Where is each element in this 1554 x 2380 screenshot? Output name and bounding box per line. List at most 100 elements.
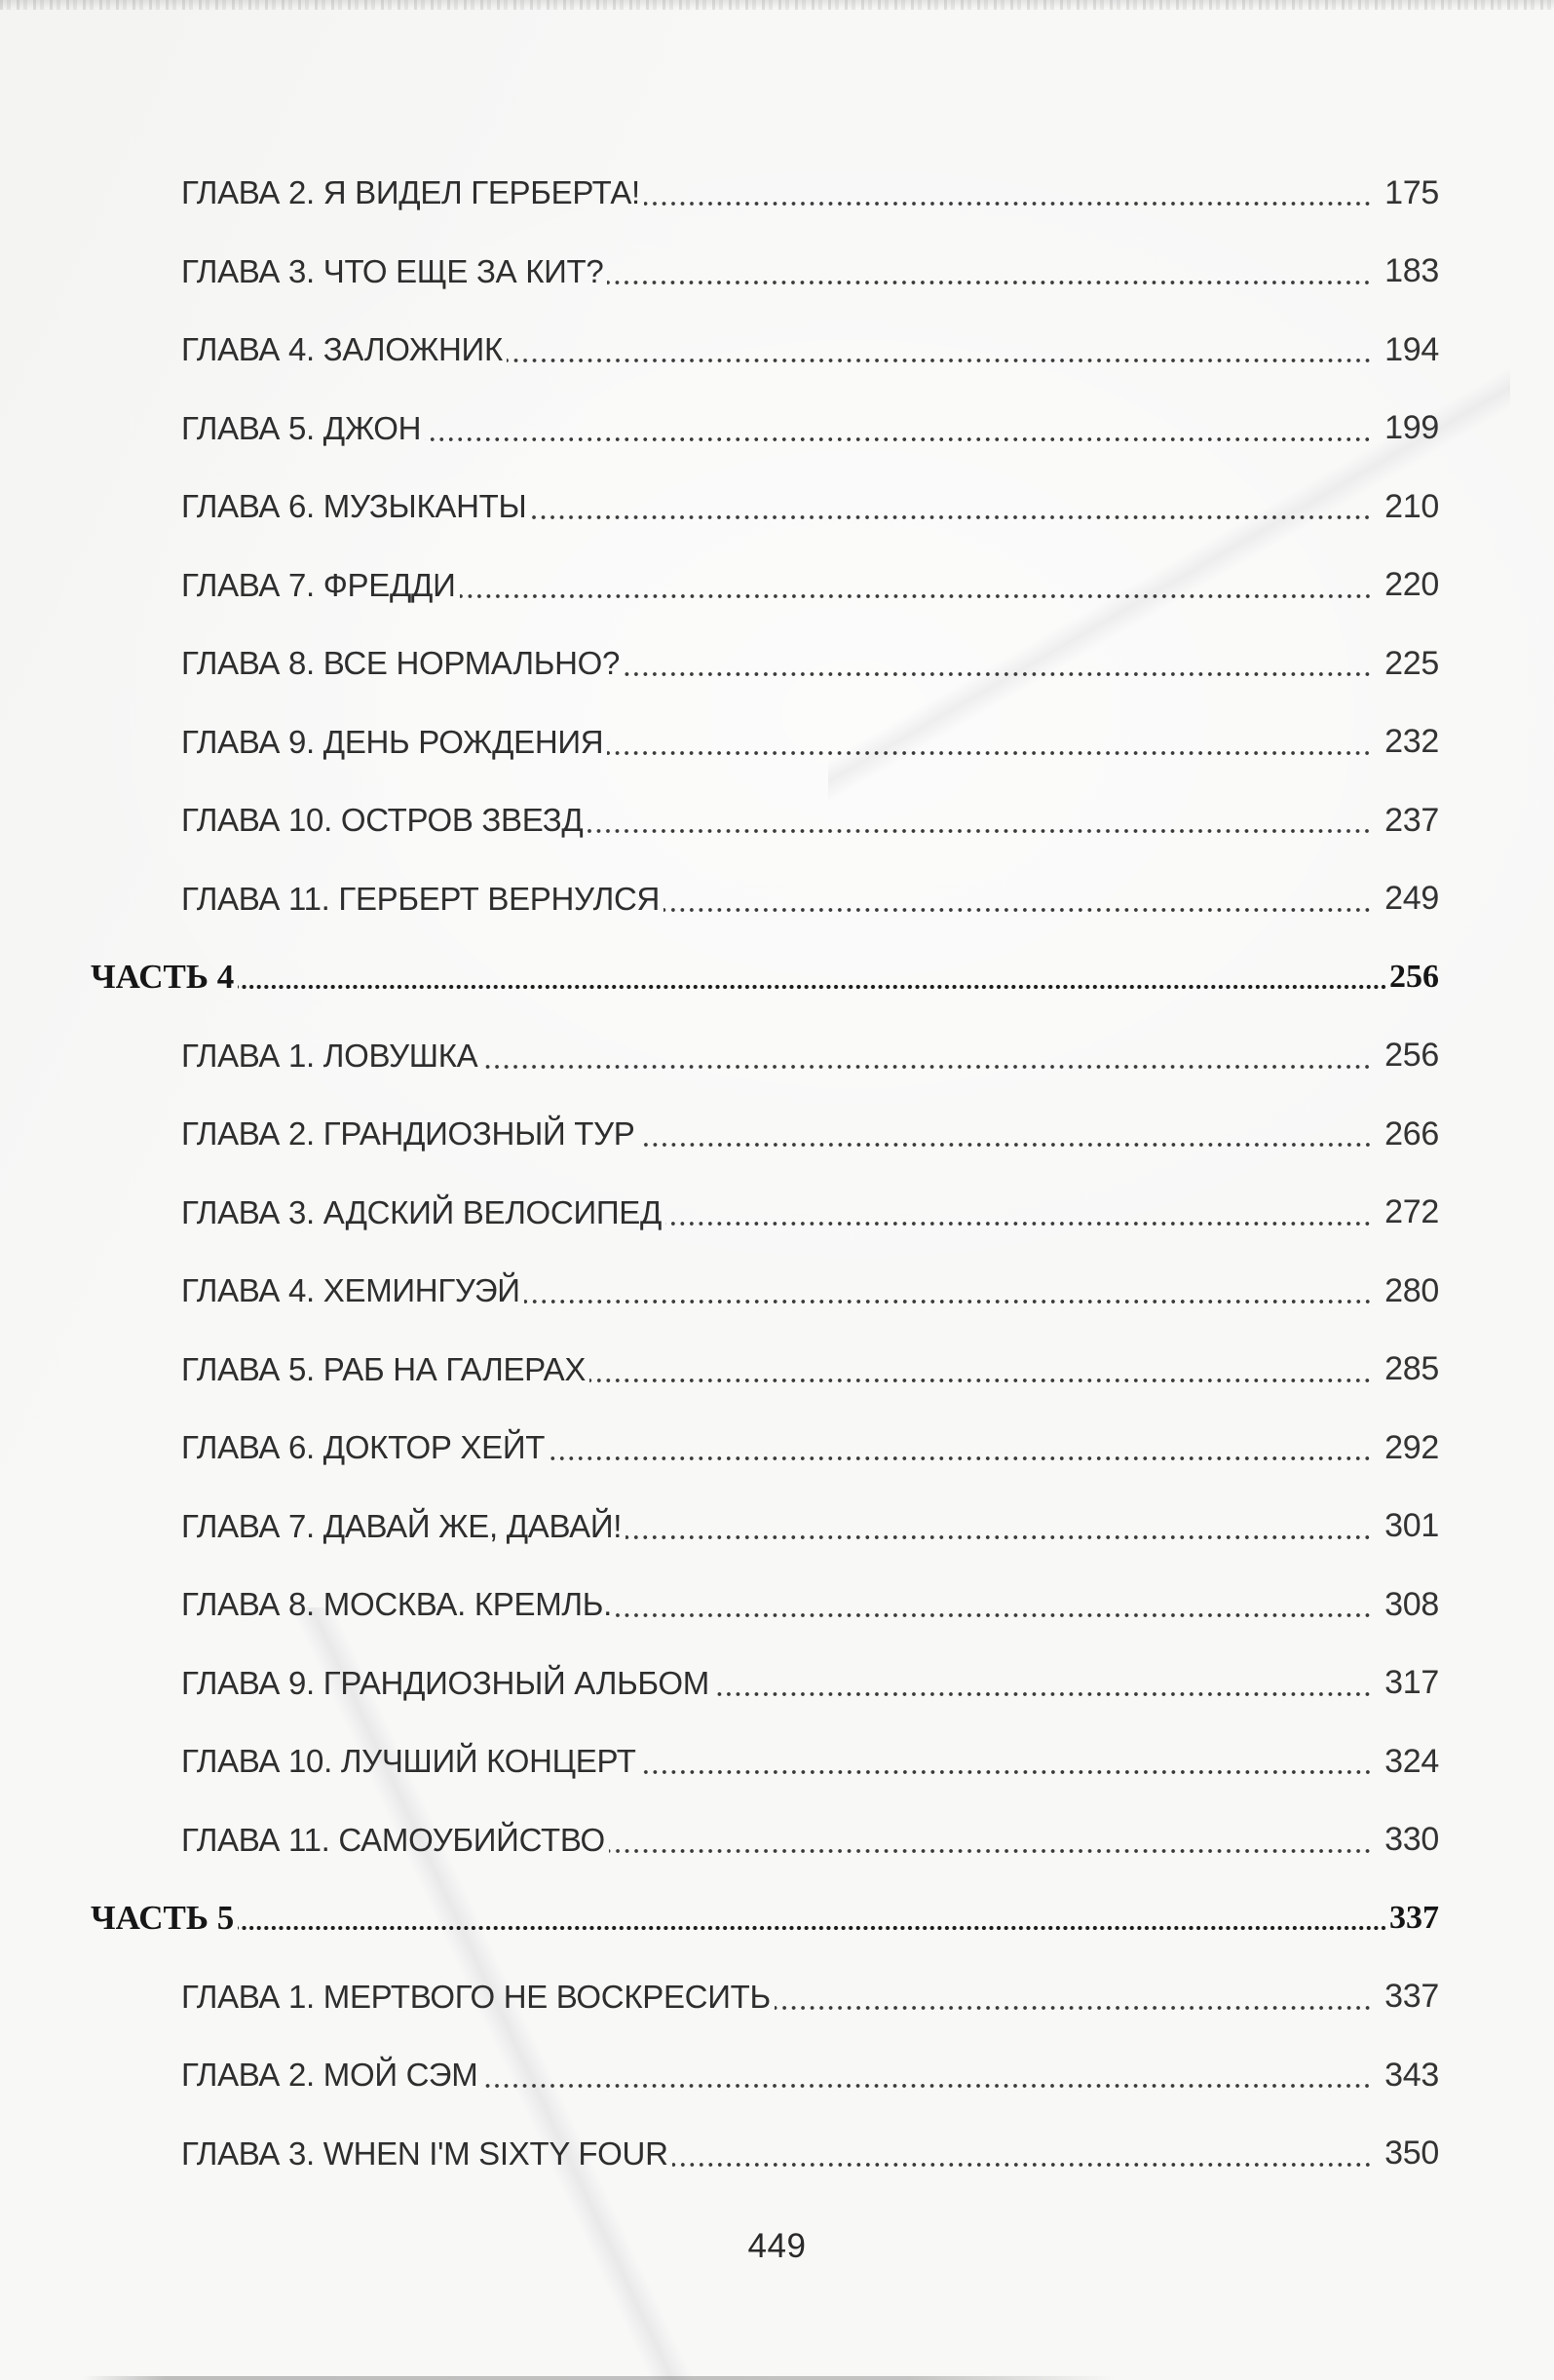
toc-entry-page-number: 256 bbox=[1389, 959, 1439, 996]
toc-entry: ГЛАВА 3. WHEN I'M SIXTY FOUR 350 bbox=[0, 2115, 1554, 2194]
toc-entry: ГЛАВА 11. САМОУБИЙСТВО 330 bbox=[0, 1801, 1554, 1880]
dot-leader bbox=[639, 1769, 1373, 1776]
toc-entry-label: ГЛАВА 7. ДАВАЙ ЖЕ, ДАВАЙ! bbox=[181, 1507, 623, 1544]
dot-leader bbox=[523, 1299, 1373, 1305]
toc-entry-label: ГЛАВА 3. АДСКИЙ ВЕЛОСИПЕД bbox=[181, 1193, 663, 1230]
toc-entry-label: ГЛАВА 2. МОЙ СЭМ bbox=[181, 2057, 478, 2094]
toc-entry: ГЛАВА 4. ЗАЛОЖНИК 194 bbox=[0, 311, 1554, 390]
dot-leader bbox=[671, 2161, 1373, 2168]
toc-entry: ГЛАВА 11. ГЕРБЕРТ ВЕРНУЛСЯ 249 bbox=[0, 860, 1554, 939]
toc-entry-page-number: 330 bbox=[1384, 1821, 1439, 1859]
dot-leader bbox=[589, 1377, 1373, 1383]
toc-entry-label: ГЛАВА 10. ОСТРОВ ЗВЕЗД bbox=[181, 802, 584, 839]
toc-entry-page-number: 220 bbox=[1384, 566, 1439, 604]
dot-leader bbox=[774, 2004, 1373, 2011]
toc-entry-page-number: 301 bbox=[1384, 1507, 1439, 1545]
toc-entry-label: ЧАСТЬ 4 bbox=[91, 958, 235, 997]
toc-entry-label: ГЛАВА 9. ГРАНДИОЗНЫЙ АЛЬБОМ bbox=[181, 1664, 709, 1701]
toc-entry: ГЛАВА 6. МУЗЫКАНТЫ 210 bbox=[0, 468, 1554, 547]
toc-entry-label: ГЛАВА 2. Я ВИДЕЛ ГЕРБЕРТА! bbox=[181, 174, 640, 211]
dot-leader bbox=[607, 749, 1373, 756]
dot-leader bbox=[625, 1533, 1373, 1540]
dot-leader bbox=[425, 435, 1373, 442]
dot-leader bbox=[587, 828, 1373, 835]
toc-entry-page-number: 337 bbox=[1384, 1978, 1439, 2016]
toc-part-heading: ЧАСТЬ 5 337 bbox=[0, 1879, 1554, 1958]
toc-entry-page-number: 337 bbox=[1389, 1900, 1439, 1937]
toc-entry-page-number: 350 bbox=[1384, 2134, 1439, 2172]
dot-leader bbox=[459, 592, 1373, 599]
toc-entry-page-number: 280 bbox=[1384, 1271, 1439, 1309]
toc-entry: ГЛАВА 7. ФРЕДДИ 220 bbox=[0, 547, 1554, 625]
toc-entry-label: ГЛАВА 9. ДЕНЬ РОЖДЕНИЯ bbox=[181, 723, 604, 760]
toc-entry-label: ГЛАВА 1. ЛОВУШКА bbox=[181, 1037, 478, 1074]
toc-entry-label: ГЛАВА 11. ГЕРБЕРТ ВЕРНУЛСЯ bbox=[181, 880, 661, 917]
toc-entry-label: ГЛАВА 1. МЕРТВОГО НЕ ВОСКРЕСИТЬ bbox=[181, 1978, 771, 2015]
toc-entry: ГЛАВА 2. МОЙ СЭМ 343 bbox=[0, 2036, 1554, 2115]
dot-leader bbox=[712, 1690, 1373, 1697]
toc-entry-page-number: 343 bbox=[1384, 2056, 1439, 2094]
dot-leader bbox=[530, 514, 1373, 521]
dot-leader bbox=[481, 1063, 1373, 1070]
toc-entry: ГЛАВА 5. ДЖОН 199 bbox=[0, 390, 1554, 469]
toc-entry-label: ГЛАВА 4. ЗАЛОЖНИК bbox=[181, 331, 503, 368]
toc-entry: ГЛАВА 1. ЛОВУШКА 256 bbox=[0, 1017, 1554, 1096]
toc-entry-page-number: 237 bbox=[1384, 801, 1439, 839]
toc-entry-page-number: 175 bbox=[1384, 173, 1439, 211]
toc-entry-label: ГЛАВА 5. РАБ НА ГАЛЕРАХ bbox=[181, 1350, 587, 1387]
toc-entry-page-number: 292 bbox=[1384, 1428, 1439, 1466]
toc-entry: ГЛАВА 8. МОСКВА. КРЕМЛЬ. 308 bbox=[0, 1566, 1554, 1644]
toc-entry-label: ГЛАВА 2. ГРАНДИОЗНЫЙ ТУР bbox=[181, 1115, 635, 1152]
toc-entry: ГЛАВА 10. ОСТРОВ ЗВЕЗД 237 bbox=[0, 781, 1554, 860]
toc-entry: ГЛАВА 9. ГРАНДИОЗНЫЙ АЛЬБОМ 317 bbox=[0, 1644, 1554, 1723]
toc-entry-page-number: 232 bbox=[1384, 723, 1439, 761]
dot-leader bbox=[481, 2083, 1373, 2090]
toc-entry-page-number: 308 bbox=[1384, 1585, 1439, 1623]
toc-entry-label: ЧАСТЬ 5 bbox=[91, 1899, 235, 1938]
toc-entry: ГЛАВА 6. ДОКТОР ХЕЙТ 292 bbox=[0, 1409, 1554, 1488]
toc-entry: ГЛАВА 3. АДСКИЙ ВЕЛОСИПЕД 272 bbox=[0, 1174, 1554, 1253]
dot-leader bbox=[624, 671, 1373, 678]
dot-leader bbox=[615, 1612, 1373, 1619]
toc-entry: ГЛАВА 4. ХЕМИНГУЭЙ 280 bbox=[0, 1252, 1554, 1331]
toc-entry-page-number: 225 bbox=[1384, 644, 1439, 682]
toc-entry-page-number: 183 bbox=[1384, 252, 1439, 290]
toc-entry-label: ГЛАВА 6. МУЗЫКАНТЫ bbox=[181, 488, 527, 525]
toc-entry: ГЛАВА 2. Я ВИДЕЛ ГЕРБЕРТА! 175 bbox=[0, 154, 1554, 233]
toc-entry-label: ГЛАВА 8. ВСЕ НОРМАЛЬНО? bbox=[181, 645, 621, 682]
toc-entry-label: ГЛАВА 10. ЛУЧШИЙ КОНЦЕРТ bbox=[181, 1743, 636, 1780]
dot-leader bbox=[608, 1847, 1373, 1854]
toc-entry-page-number: 266 bbox=[1384, 1114, 1439, 1152]
toc-entry: ГЛАВА 3. ЧТО ЕЩЕ ЗА КИТ? 183 bbox=[0, 233, 1554, 312]
toc-entry-page-number: 199 bbox=[1384, 409, 1439, 447]
toc-entry-page-number: 194 bbox=[1384, 330, 1439, 368]
toc-entry: ГЛАВА 9. ДЕНЬ РОЖДЕНИЯ 232 bbox=[0, 703, 1554, 782]
table-of-contents: ГЛАВА 2. Я ВИДЕЛ ГЕРБЕРТА! 175 ГЛАВА 3. ЧТ… bbox=[0, 154, 1554, 2193]
toc-entry-label: ГЛАВА 8. МОСКВА. КРЕМЛЬ. bbox=[181, 1586, 612, 1623]
scan-artifact-top-edge bbox=[0, 0, 1554, 10]
toc-entry-label: ГЛАВА 4. ХЕМИНГУЭЙ bbox=[181, 1272, 520, 1309]
scan-artifact-bottom-edge bbox=[83, 2376, 1116, 2380]
dot-leader bbox=[238, 1925, 1387, 1932]
dot-leader bbox=[506, 358, 1373, 364]
toc-part-heading: ЧАСТЬ 4 256 bbox=[0, 938, 1554, 1017]
page-number-footer: 449 bbox=[747, 2227, 807, 2265]
dot-leader bbox=[638, 1142, 1373, 1149]
toc-entry-label: ГЛАВА 5. ДЖОН bbox=[181, 409, 422, 446]
toc-entry-label: ГЛАВА 7. ФРЕДДИ bbox=[181, 566, 456, 603]
dot-leader bbox=[238, 984, 1387, 991]
dot-leader bbox=[665, 1220, 1373, 1227]
toc-entry-page-number: 285 bbox=[1384, 1350, 1439, 1388]
toc-entry: ГЛАВА 8. ВСЕ НОРМАЛЬНО? 225 bbox=[0, 624, 1554, 703]
dot-leader bbox=[549, 1455, 1373, 1462]
toc-entry-page-number: 272 bbox=[1384, 1193, 1439, 1231]
toc-entry-page-number: 249 bbox=[1384, 880, 1439, 918]
toc-entry-label: ГЛАВА 6. ДОКТОР ХЕЙТ bbox=[181, 1429, 546, 1466]
toc-entry: ГЛАВА 5. РАБ НА ГАЛЕРАХ 285 bbox=[0, 1331, 1554, 1410]
toc-entry: ГЛАВА 7. ДАВАЙ ЖЕ, ДАВАЙ! 301 bbox=[0, 1488, 1554, 1567]
toc-entry-page-number: 256 bbox=[1384, 1037, 1439, 1075]
toc-entry-page-number: 210 bbox=[1384, 487, 1439, 525]
toc-entry: ГЛАВА 10. ЛУЧШИЙ КОНЦЕРТ 324 bbox=[0, 1722, 1554, 1801]
toc-entry-page-number: 324 bbox=[1384, 1742, 1439, 1780]
